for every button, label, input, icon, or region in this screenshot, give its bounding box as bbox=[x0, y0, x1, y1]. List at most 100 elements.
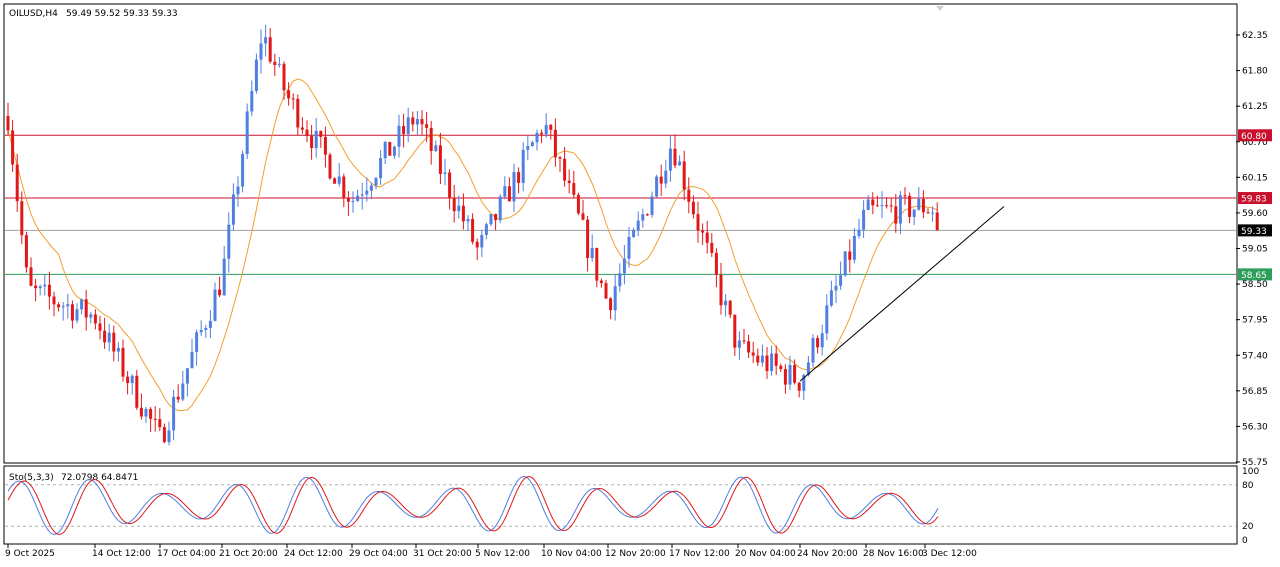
candle bbox=[572, 170, 576, 198]
x-tick-label: 29 Oct 04:00 bbox=[349, 549, 408, 559]
candle bbox=[47, 271, 51, 310]
candle bbox=[305, 120, 309, 143]
candle bbox=[29, 257, 33, 287]
candle bbox=[300, 117, 304, 134]
stoch-scale-label: 0 bbox=[1242, 536, 1248, 546]
candle bbox=[420, 110, 424, 135]
candle bbox=[871, 192, 875, 215]
candle bbox=[434, 140, 438, 153]
trendline[interactable] bbox=[799, 206, 1005, 382]
candle bbox=[875, 195, 879, 207]
candle bbox=[231, 183, 235, 231]
candle bbox=[328, 152, 332, 180]
candle bbox=[862, 200, 866, 239]
candle bbox=[563, 147, 567, 187]
candle bbox=[314, 117, 318, 158]
price-tag-label: 59.83 bbox=[1241, 195, 1267, 205]
x-tick-label: 12 Nov 20:00 bbox=[605, 549, 666, 559]
candle bbox=[724, 294, 728, 317]
candle bbox=[360, 182, 364, 210]
candle bbox=[457, 195, 461, 219]
candle bbox=[425, 112, 429, 142]
candle bbox=[218, 276, 222, 298]
candle bbox=[254, 53, 258, 94]
indicator-name: Sto(5,3,3) bbox=[9, 473, 54, 483]
y-tick-label: 56.30 bbox=[1242, 422, 1268, 432]
candle bbox=[153, 406, 157, 432]
candle bbox=[80, 298, 84, 315]
price-axis[interactable]: 62.35 61.80 61.25 60.70 60.15 59.60 59.05 58.50… bbox=[1236, 31, 1272, 468]
candle bbox=[567, 169, 571, 194]
price-tag-label: 60.80 bbox=[1241, 132, 1267, 142]
candle bbox=[526, 136, 530, 161]
candle bbox=[797, 382, 801, 398]
candle bbox=[337, 163, 341, 187]
candle bbox=[498, 194, 502, 224]
moving-average bbox=[7, 78, 938, 411]
candle bbox=[379, 150, 383, 185]
candle bbox=[839, 261, 843, 290]
candle bbox=[236, 176, 240, 207]
candle bbox=[112, 325, 116, 362]
price-tag-resistance: 60.80 bbox=[1238, 129, 1272, 142]
candle bbox=[208, 309, 212, 338]
candle bbox=[342, 173, 346, 208]
candle bbox=[167, 421, 171, 446]
candle bbox=[277, 56, 281, 68]
candle bbox=[466, 215, 470, 232]
candle bbox=[61, 302, 65, 321]
candle bbox=[825, 294, 829, 341]
candle bbox=[530, 140, 534, 147]
price-tag-label: 58.65 bbox=[1241, 271, 1267, 281]
y-tick-label: 59.05 bbox=[1242, 245, 1268, 255]
candle bbox=[788, 355, 792, 391]
candles bbox=[6, 24, 939, 446]
y-tick-label: 56.85 bbox=[1242, 387, 1268, 397]
candle bbox=[783, 364, 787, 394]
candle bbox=[6, 102, 10, 135]
candle bbox=[448, 169, 452, 210]
candle bbox=[195, 329, 199, 366]
candle bbox=[222, 245, 226, 296]
candle bbox=[894, 194, 898, 233]
candle bbox=[751, 341, 755, 363]
candle bbox=[517, 167, 521, 194]
candle bbox=[489, 213, 493, 227]
stochastic-panel[interactable] bbox=[3, 465, 1238, 545]
y-tick-label: 62.35 bbox=[1242, 31, 1268, 41]
main-chart-area[interactable] bbox=[3, 3, 1238, 464]
y-tick-label: 60.15 bbox=[1242, 173, 1268, 183]
candle bbox=[535, 129, 539, 151]
x-tick-label: 3 Dec 12:00 bbox=[922, 549, 977, 559]
candle bbox=[857, 218, 861, 239]
y-tick-label: 59.60 bbox=[1242, 209, 1268, 219]
time-axis[interactable]: 9 Oct 2025 14 Oct 12:00 17 Oct 04:00 21 Oct… bbox=[5, 544, 977, 559]
candle bbox=[176, 384, 180, 403]
stoch-scale-label: 20 bbox=[1242, 522, 1254, 532]
price-tag-current: 59.33 bbox=[1238, 224, 1272, 237]
candle bbox=[885, 197, 889, 209]
candle bbox=[374, 176, 378, 190]
candle bbox=[135, 370, 139, 410]
candle bbox=[158, 408, 162, 432]
candle bbox=[719, 262, 723, 315]
candle bbox=[912, 208, 916, 226]
candle bbox=[126, 371, 130, 395]
scroll-marker-icon[interactable] bbox=[936, 6, 944, 11]
candle bbox=[898, 190, 902, 235]
candle bbox=[296, 94, 300, 136]
candle bbox=[130, 374, 134, 395]
candle bbox=[507, 177, 511, 202]
candle bbox=[38, 284, 42, 296]
candle bbox=[710, 233, 714, 257]
candle bbox=[816, 335, 820, 354]
trendline-segment[interactable] bbox=[799, 206, 1005, 382]
candle bbox=[259, 29, 263, 74]
candle bbox=[576, 192, 580, 216]
candle bbox=[586, 215, 590, 272]
candle bbox=[742, 328, 746, 345]
candle bbox=[806, 356, 810, 377]
candle bbox=[494, 213, 498, 231]
candle bbox=[57, 302, 61, 312]
